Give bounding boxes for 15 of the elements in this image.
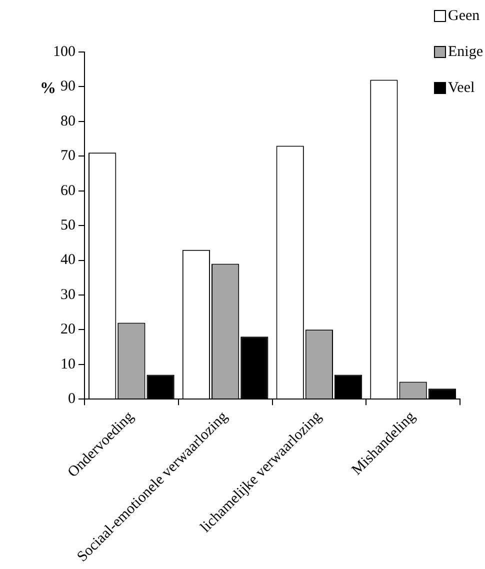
y-tick-label: 40	[60, 252, 76, 268]
y-tick-label: 60	[60, 182, 76, 199]
text: Geen	[448, 8, 480, 24]
y-tick-label: 100	[53, 44, 76, 60]
y-tick-label: 80	[60, 113, 76, 130]
y-tick-label: 30	[60, 286, 76, 303]
y-tick-label: 20	[60, 322, 76, 338]
legend-label: Veel	[448, 80, 475, 96]
y-tick-label: 0	[68, 391, 76, 408]
y-tick-label: 70	[60, 148, 76, 164]
y-axis-title: %	[40, 80, 56, 98]
y-tick-label: 50	[60, 217, 76, 234]
y-tick-label: 10	[60, 356, 76, 372]
legend-label: Enige	[448, 44, 483, 60]
y-tick-label: 90	[60, 78, 76, 95]
